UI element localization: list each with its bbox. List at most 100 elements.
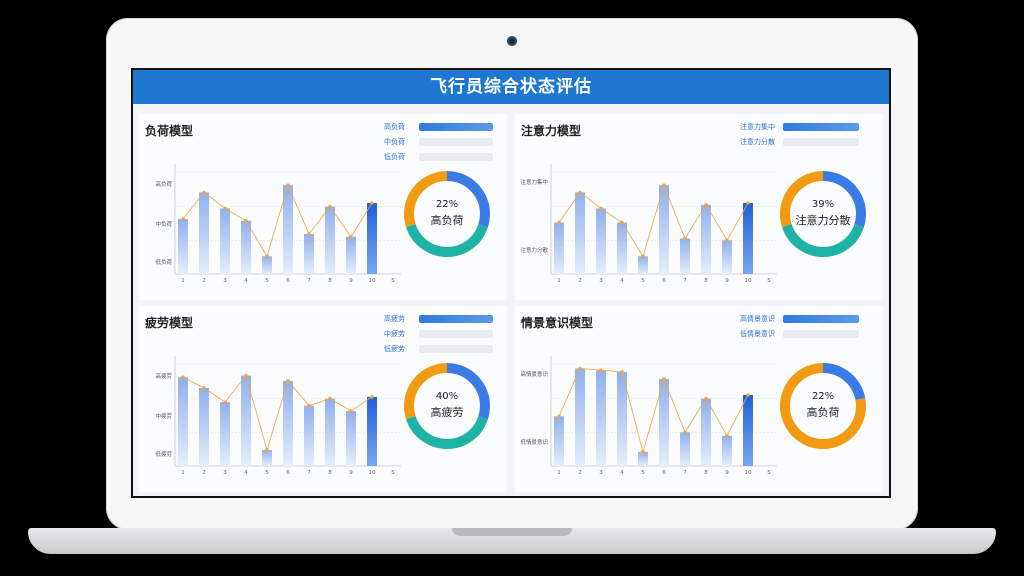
legend-item-label[interactable]: 注意力集中: [740, 123, 775, 131]
legend-item-bar: [783, 315, 859, 323]
bar: [220, 208, 230, 274]
donut-segment: [404, 363, 490, 449]
donut-label: 高负荷: [806, 406, 840, 419]
bar: [596, 370, 606, 466]
x-tick-label: 7: [307, 470, 311, 476]
y-tick-label: 低疲劳: [155, 450, 172, 458]
bar: [575, 368, 585, 466]
line-point: [328, 204, 332, 209]
line-point: [620, 220, 624, 225]
panel-title: 情景意识模型: [521, 316, 594, 330]
legend-item-bar: [419, 315, 493, 323]
legend-item-bar: [419, 123, 493, 131]
line-point: [725, 238, 729, 243]
bar: [722, 240, 732, 274]
line-point: [704, 203, 708, 207]
x-tick-label: 2: [578, 470, 582, 476]
line-point: [223, 206, 227, 211]
bar: [617, 222, 627, 274]
bar: [554, 416, 564, 466]
x-tick-label: 4: [620, 278, 624, 284]
donut-percent: 22%: [435, 199, 459, 210]
legend-item-bar: [419, 330, 493, 338]
x-tick-label: 6: [286, 470, 290, 476]
line-point: [578, 366, 582, 371]
panel-title: 负荷模型: [145, 124, 194, 138]
line-point: [265, 448, 269, 452]
bar: [701, 398, 711, 466]
x-tick-label: 3: [599, 470, 603, 476]
bar: [659, 379, 669, 466]
x-tick-label: 9: [349, 278, 353, 284]
legend-item-label[interactable]: 低负荷: [384, 153, 405, 161]
bar: [262, 450, 272, 466]
legend-item-label[interactable]: 高情景意识: [740, 315, 775, 323]
bar: [325, 206, 335, 274]
bar: [241, 375, 251, 466]
dashboard-header: 飞行员综合状态评估: [133, 70, 889, 104]
legend-item-label[interactable]: 中疲劳: [384, 330, 405, 338]
line-point: [181, 375, 185, 380]
x-tick-label: 9: [349, 470, 353, 476]
y-tick-label: 低情景意识: [520, 438, 548, 446]
bar: [304, 405, 314, 466]
legend-item-bar: [783, 330, 859, 338]
x-tick-label: 1: [557, 470, 561, 476]
legend-item-label[interactable]: 中负荷: [384, 138, 405, 146]
x-tick-label: 5: [641, 278, 645, 284]
legend-item-label[interactable]: 高负荷: [384, 123, 405, 131]
line-point: [244, 373, 248, 378]
x-tick-label: 8: [704, 470, 708, 476]
panel-title: 注意力模型: [521, 124, 582, 138]
y-tick-label: 中疲劳: [155, 412, 172, 420]
y-tick-label: 中负荷: [155, 220, 172, 228]
y-tick-label: 注意力分散: [520, 246, 548, 254]
line-point: [349, 234, 353, 239]
bar: [722, 435, 732, 466]
line-point: [557, 220, 561, 225]
dashboard-screen: 飞行员综合状态评估 负荷模型 高负荷 中负荷 低负荷 高负荷 中负荷 低负荷 1 2 3 4 5 6 7 8…: [131, 68, 891, 498]
legend-item-label[interactable]: 高疲劳: [384, 315, 405, 323]
x-tick-label: 7: [683, 278, 687, 284]
y-tick-label: 高疲劳: [155, 372, 172, 380]
x-tick-label: 10: [369, 470, 376, 476]
line-point: [349, 409, 353, 413]
x-tick-label: 3: [223, 470, 227, 476]
donut-percent: 40%: [435, 391, 459, 402]
x-tick-label: 8: [328, 278, 332, 284]
donut-percent: 22%: [811, 391, 835, 402]
series-line: [182, 374, 373, 452]
donut-label: 高负荷: [430, 214, 464, 227]
x-tick-label: 5: [641, 470, 645, 476]
bar: [638, 256, 648, 274]
legend-item-label[interactable]: 低情景意识: [740, 330, 775, 338]
x-tick-label: 10: [745, 278, 752, 284]
donut-segment: [780, 363, 866, 449]
x-tick-label: 2: [578, 278, 582, 284]
legend-item-bar: [783, 138, 859, 146]
bar: [554, 222, 564, 274]
bar: [199, 192, 209, 274]
donut-label: 高疲劳: [430, 406, 464, 419]
series-line: [558, 367, 749, 454]
bar: [199, 387, 209, 466]
x-tick-label: 5: [391, 278, 395, 284]
bar: [367, 203, 377, 274]
series-line: [558, 183, 749, 258]
bar: [325, 398, 335, 466]
legend-item-label[interactable]: 低疲劳: [384, 345, 405, 353]
x-tick-label: 1: [181, 278, 185, 284]
x-tick-label: 4: [620, 470, 624, 476]
line-point: [662, 183, 666, 188]
line-point: [599, 368, 603, 373]
donut-segment: [404, 171, 490, 257]
donut-segment: [404, 363, 490, 449]
bar: [346, 236, 356, 274]
line-point: [202, 190, 206, 195]
panel-situation-awareness: 情景意识模型 高情景意识 低情景意识 高情景意识 低情景意识 1 2 3 4 5 6 7 8 9 10 5 22…: [515, 306, 883, 492]
legend-item-label[interactable]: 注意力分散: [740, 138, 775, 146]
x-tick-label: 6: [662, 470, 666, 476]
laptop-notch: [452, 528, 572, 536]
